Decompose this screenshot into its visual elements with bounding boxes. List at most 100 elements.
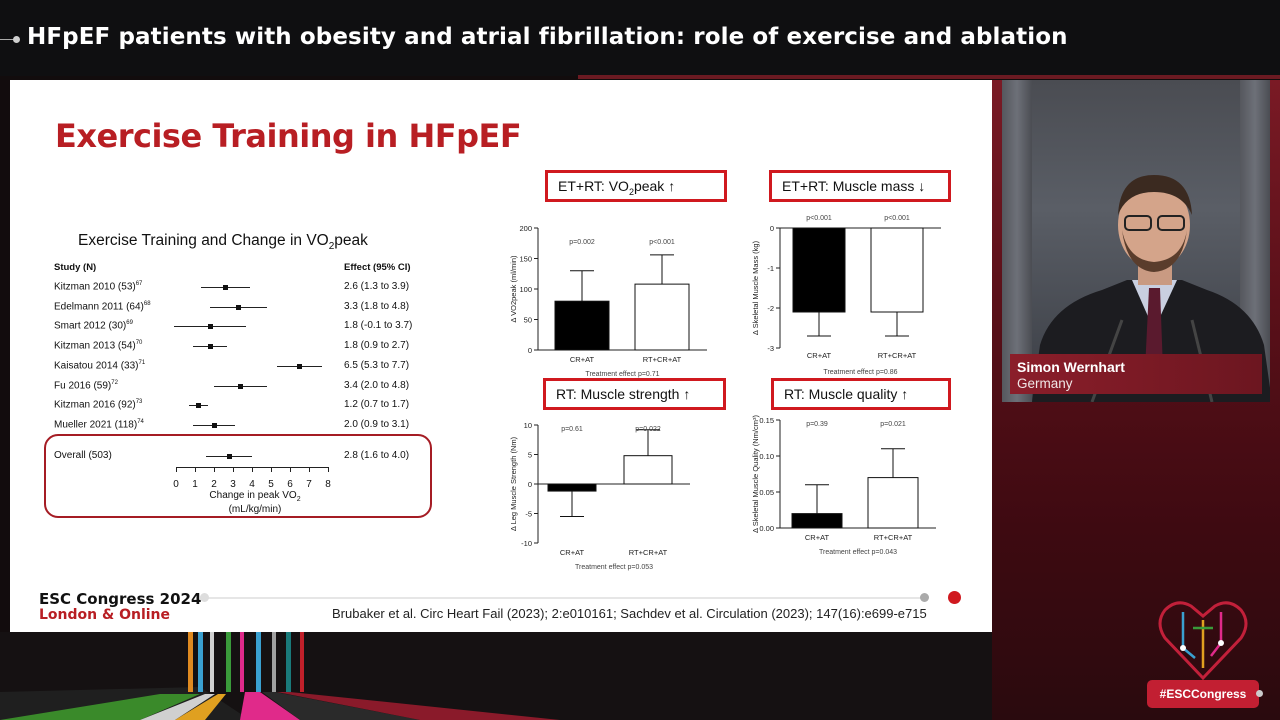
y-tick-label: -1 (767, 264, 774, 273)
y-axis-label: Δ Leg Muscle Strength (Nm) (509, 436, 518, 531)
forest-tick-mark (290, 467, 291, 472)
forest-study-effect: 3.4 (2.0 to 4.8) (344, 379, 410, 391)
chart-muscle-mass: 0 -1 -2 -3 Δ Skeletal Muscle Mass (kg) p<0.00… (740, 210, 941, 385)
forest-study-effect: 3.3 (1.8 to 4.8) (344, 300, 410, 312)
header-muscle-mass: ET+RT: Muscle mass ↓ (769, 170, 951, 202)
category-label: RT+CR+AT (643, 355, 682, 364)
forest-study-label: Kitzman 2016 (92)73 (54, 399, 142, 410)
y-tick-label: 0 (528, 346, 532, 355)
forest-title-sub: 2 (328, 241, 335, 253)
curtain-left (1002, 80, 1032, 402)
category-label: CR+AT (560, 548, 585, 557)
y-tick-label: -5 (525, 510, 532, 519)
forest-study-effect: 2.6 (1.3 to 3.9) (344, 281, 410, 292)
forest-study-ref: 70 (135, 340, 143, 347)
footer-reference: Brubaker et al. Circ Heart Fail (2023); … (332, 606, 927, 621)
y-axis-label: Δ Skeletal Muscle Quality (Nm/cm³) (751, 415, 760, 533)
session-title: HFpEF patients with obesity and atrial f… (27, 24, 1068, 50)
header-vo2-post: peak ↑ (633, 178, 676, 194)
overall-highlight-box (44, 434, 432, 518)
y-axis-label: Δ VO2peak (ml/min) (509, 255, 518, 323)
bar (547, 483, 597, 492)
forest-overall-point (226, 454, 232, 459)
forest-col-effect: Effect (95% CI) (344, 262, 411, 273)
y-tick-label: 0.05 (759, 488, 774, 497)
forest-study-ref: 74 (137, 418, 144, 425)
forest-study-name: Fu 2016 (59) (54, 379, 112, 391)
forest-tick-label: 1 (192, 479, 198, 490)
forest-point (211, 422, 217, 428)
overall-effect: 2.8 (1.6 to 4.0) (344, 450, 410, 461)
footer-location: London & Online (39, 607, 170, 623)
forest-title-main: Exercise Training and Change in VO (78, 232, 329, 249)
hashtag-dot (1256, 690, 1263, 697)
treatment-effect: Treatment effect p=0.86 (823, 369, 897, 376)
forest-tick-label: 3 (230, 479, 236, 490)
forest-study-name: Smart 2012 (30) (54, 320, 127, 332)
esc-heart-logo (1158, 601, 1248, 680)
footer-dot-current (948, 591, 961, 604)
forest-point (238, 383, 244, 389)
forest-xlabel: Change in peak VO2 (200, 490, 310, 503)
treatment-effect: Treatment effect p=0.053 (575, 564, 653, 571)
forest-study-ref: 72 (111, 379, 118, 386)
forest-tick-mark (252, 467, 253, 472)
p-value: p=0.022 (635, 426, 661, 433)
forest-study-label: Mueller 2021 (118)74 (54, 419, 144, 430)
forest-tick-mark (176, 467, 177, 472)
header-vo2-sub: 2 (628, 186, 634, 197)
presentation-slide: Exercise Training in HFpEF Exercise Trai… (10, 80, 992, 632)
category-label: RT+CR+AT (878, 351, 917, 360)
forest-study-effect: 1.8 (-0.1 to 3.7) (344, 320, 413, 332)
category-label: RT+CR+AT (629, 548, 668, 557)
slide-title: Exercise Training in HFpEF (55, 117, 522, 155)
banner-dash (0, 39, 14, 40)
forest-tick-mark (328, 467, 329, 472)
forest-plot-title: Exercise Training and Change in VO2peak (78, 232, 368, 252)
forest-study-name: Kitzman 2010 (53) (54, 281, 136, 293)
forest-study-label: Kitzman 2013 (54)70 (54, 340, 142, 351)
footer-progress-line (200, 597, 925, 599)
forest-study-name: Kitzman 2013 (54) (54, 340, 136, 352)
forest-study-ref: 67 (135, 281, 143, 287)
session-banner: HFpEF patients with obesity and atrial f… (0, 0, 1280, 76)
forest-tick-mark (195, 467, 196, 472)
forest-study-ref: 69 (126, 320, 133, 327)
speaker-name: Simon Wernhart (1017, 359, 1125, 375)
forest-tick-label: 8 (325, 479, 331, 490)
forest-title-tail: peak (334, 232, 368, 249)
forest-study-name: Kitzman 2016 (92) (54, 399, 136, 411)
p-value: p<0.001 (806, 215, 832, 222)
forest-xlabel-sub: 2 (296, 496, 301, 503)
speaker-name-tag: Simon Wernhart Germany (1010, 354, 1262, 394)
forest-study-effect: 6.5 (5.3 to 7.7) (344, 359, 410, 371)
forest-tick-mark (271, 467, 272, 472)
forest-study-label: Edelmann 2011 (64)68 (54, 301, 151, 312)
y-tick-label: 200 (519, 224, 532, 233)
forest-tick-label: 5 (268, 479, 274, 490)
footer-dot-mid (920, 593, 929, 602)
chart-vo2peak: 0 50 100 150 200 Δ VO2peak (ml/min) p=0.002 CR+… (498, 220, 707, 385)
header-vo2-pre: ET+RT: VO (558, 178, 629, 194)
bar (867, 477, 919, 529)
forest-point (196, 403, 202, 409)
forest-tick-label: 4 (249, 479, 255, 490)
forest-point (207, 324, 213, 330)
y-tick-label: 0.00 (759, 524, 774, 533)
p-value: p=0.61 (561, 426, 583, 433)
forest-study-label: Smart 2012 (30)69 (54, 320, 133, 331)
forest-study-label: Kitzman 2010 (53)67 (54, 281, 142, 292)
footer-dot-start (200, 593, 209, 602)
bar (634, 283, 690, 351)
forest-study-ref: 71 (138, 359, 146, 366)
banner-dot (13, 36, 20, 43)
p-value: p<0.001 (884, 215, 910, 222)
forest-study-ref: 73 (135, 399, 143, 406)
forest-study-label: Fu 2016 (59)72 (54, 380, 118, 391)
forest-point (297, 363, 302, 369)
y-tick-label: -3 (767, 344, 774, 353)
y-axis-label: Δ Skeletal Muscle Mass (kg) (751, 240, 760, 335)
y-tick-label: 150 (519, 255, 532, 264)
forest-tick-label: 2 (211, 479, 217, 490)
footer-congress: ESC Congress 2024 (39, 590, 202, 608)
